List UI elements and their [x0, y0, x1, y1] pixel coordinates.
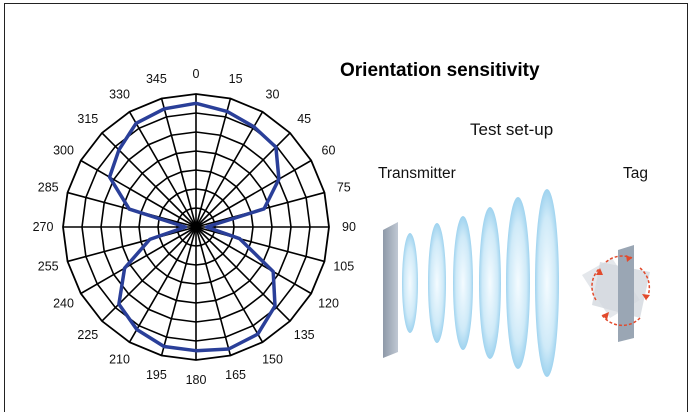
chart-title: Orientation sensitivity [340, 60, 540, 81]
setup-title: Test set-up [470, 120, 553, 139]
angle-tick-label: 345 [146, 72, 167, 86]
angle-tick-label: 195 [146, 368, 167, 382]
angle-tick-label: 90 [342, 220, 356, 234]
series-line [107, 101, 281, 353]
angle-tick-label: 15 [229, 72, 243, 86]
grid-spoke [195, 159, 312, 228]
grid-spoke [195, 98, 232, 228]
angle-tick-label: 285 [38, 180, 59, 194]
angle-tick-label: 30 [266, 87, 280, 101]
angle-tick-label: 105 [333, 260, 354, 274]
angle-tick-label: 150 [262, 353, 283, 367]
grid-spoke [67, 226, 197, 263]
grid-spoke [128, 111, 197, 228]
wave-front [479, 207, 501, 359]
polar-chart: 0 15 30 45 60 75 90 105 120 135 150 165 180 195 210 225… [33, 67, 356, 387]
tag-illustration [582, 245, 651, 342]
wave-front [535, 189, 559, 377]
rotation-arrow-icon [591, 267, 601, 301]
angle-tick-label: 330 [109, 87, 130, 101]
angle-tick-label: 165 [225, 368, 246, 382]
radio-waves [402, 189, 559, 377]
angle-tick-label: 180 [186, 373, 207, 387]
grid-spoke [195, 226, 312, 295]
grid-spoke [80, 159, 197, 228]
arrowhead-icon [602, 312, 609, 320]
figure-frame [4, 3, 688, 412]
angle-tick-label: 210 [109, 353, 130, 367]
angle-tick-label: 45 [297, 112, 311, 126]
tag-plate-front [618, 245, 634, 342]
angle-tick-label: 255 [38, 260, 59, 274]
polar-grid [62, 93, 330, 361]
angle-tick-label: 75 [337, 180, 351, 194]
arrowhead-icon [626, 255, 632, 262]
transmitter-label: Transmitter [378, 165, 456, 182]
wave-front [506, 197, 530, 369]
transmitter-plate [383, 222, 398, 358]
grid-spoke [128, 226, 197, 343]
arrowhead-icon [596, 268, 603, 275]
angle-tick-labels: 0 15 30 45 60 75 90 105 120 135 150 165 180 195 210 225… [33, 67, 356, 387]
angle-tick-label: 135 [294, 328, 315, 342]
angle-tick-label: 300 [53, 144, 74, 158]
arrowhead-icon [642, 294, 650, 300]
grid-spoke [195, 226, 264, 343]
grid-spoke [101, 226, 197, 322]
grid-spoke [101, 132, 197, 228]
angle-tick-label: 120 [318, 297, 339, 311]
angle-tick-label: 60 [322, 144, 336, 158]
grid-spoke [195, 226, 325, 263]
grid-spoke [160, 98, 197, 228]
grid-spoke [160, 226, 197, 356]
grid-spoke [195, 111, 264, 228]
test-setup-diagram: Test set-up Transmitter Tag [378, 120, 651, 377]
angle-tick-label: 0 [193, 67, 200, 81]
angle-tick-label: 225 [77, 328, 98, 342]
angle-tick-label: 315 [77, 112, 98, 126]
wave-front [453, 216, 473, 350]
grid-spoke [80, 226, 197, 295]
angle-tick-label: 240 [53, 297, 74, 311]
wave-front [402, 233, 418, 333]
rotation-arrow-icon [601, 314, 641, 327]
tag-label: Tag [623, 165, 648, 182]
angle-tick-label: 270 [33, 220, 54, 234]
wave-front [428, 223, 446, 343]
grid-spoke [195, 226, 232, 356]
